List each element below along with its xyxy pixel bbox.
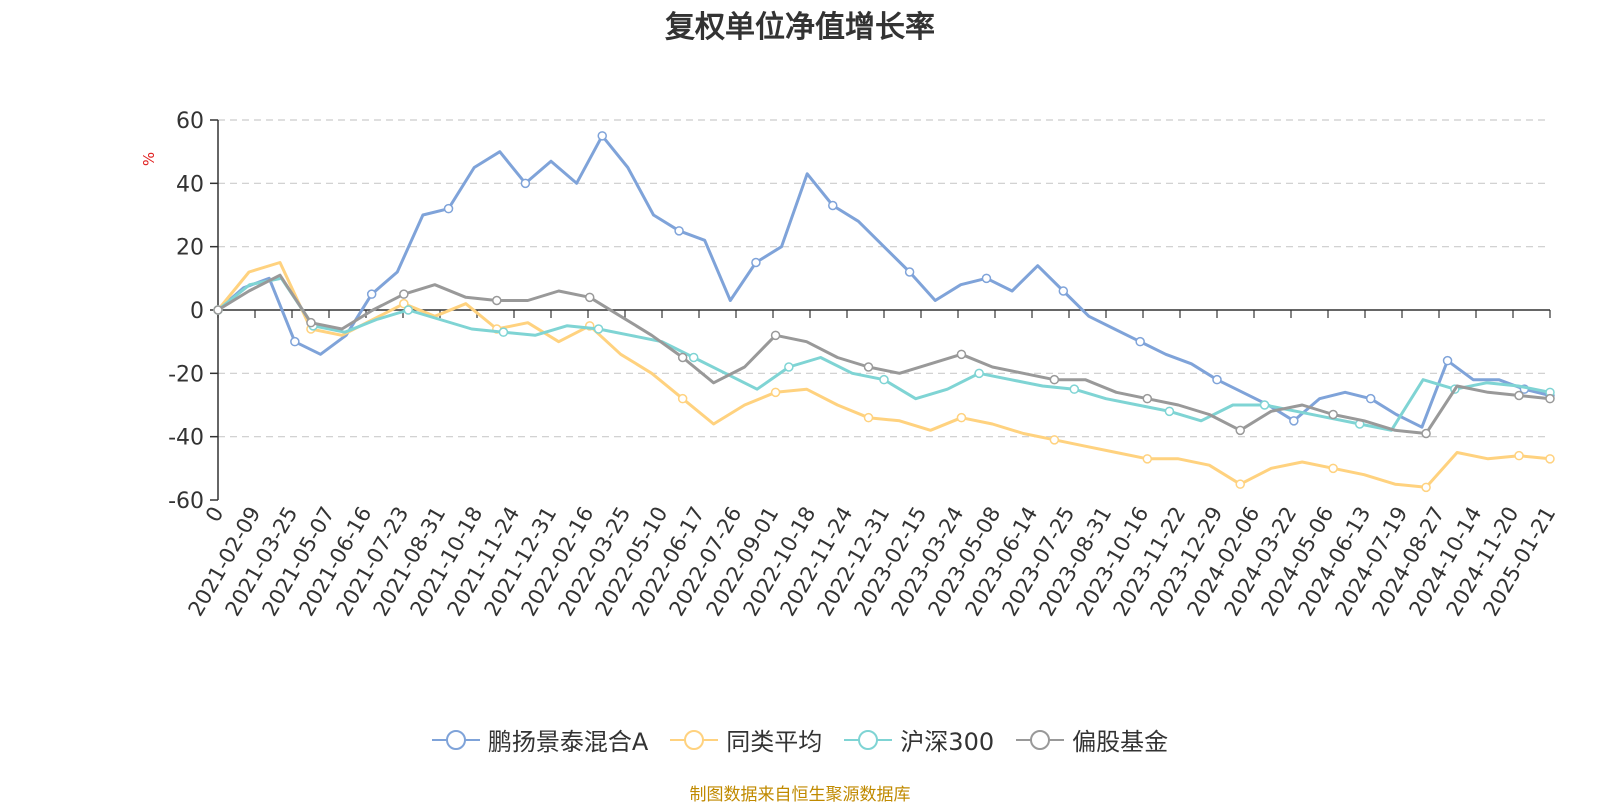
data-point [399, 298, 409, 309]
data-point [1235, 479, 1245, 489]
data-point [306, 317, 316, 328]
data-point [674, 226, 684, 236]
data-point [403, 305, 414, 315]
y-tick-label: -40 [168, 426, 204, 451]
data-point [443, 203, 454, 214]
data-point [981, 273, 992, 284]
data-point [399, 289, 409, 299]
legend: 鹏扬景泰混合A 同类平均 沪深300 偏股基金 [0, 722, 1600, 757]
data-point [1289, 416, 1299, 426]
data-point [1235, 425, 1245, 436]
data-point [1049, 374, 1060, 385]
data-point [879, 374, 889, 385]
data-point [770, 330, 781, 341]
data-point [520, 178, 531, 189]
legend-item-csi300[interactable]: 沪深300 [844, 722, 994, 757]
data-point [1212, 374, 1222, 385]
series-line-0 [217, 134, 1551, 429]
data-point [213, 305, 223, 315]
data-point [1259, 400, 1270, 410]
y-tick-label: 0 [190, 299, 204, 324]
data-point [1142, 393, 1153, 404]
data-point [863, 362, 874, 372]
y-tick-label: -20 [168, 362, 204, 387]
data-point [1058, 286, 1069, 296]
data-point [584, 292, 595, 303]
data-point [1545, 454, 1555, 464]
legend-label-csi300: 沪深300 [900, 728, 995, 756]
line-chart: 6040200-20-40-6002021-02-092021-03-25202… [168, 109, 1560, 620]
legend-label-equity-fund: 偏股基金 [1072, 728, 1169, 756]
legend-item-equity-fund[interactable]: 偏股基金 [1016, 722, 1168, 757]
series-line-2 [217, 276, 1551, 432]
data-point [677, 352, 688, 363]
data-point [1328, 409, 1338, 420]
legend-marker-peer-average [670, 729, 719, 750]
data-point [956, 349, 967, 360]
data-point [593, 324, 604, 334]
data-point [492, 295, 502, 306]
data-point [1069, 384, 1080, 394]
data-point [956, 412, 967, 423]
data-point [1421, 428, 1431, 439]
data-point [366, 289, 377, 299]
y-tick-label: 60 [176, 109, 204, 134]
series-line-3 [217, 273, 1551, 435]
data-point [498, 327, 509, 337]
legend-label-fund: 鹏扬景泰混合A [487, 728, 649, 756]
legend-marker-fund [431, 729, 480, 750]
data-point [1545, 393, 1555, 404]
data-point [1142, 454, 1153, 464]
data-point [974, 368, 984, 379]
data-point [1442, 355, 1453, 366]
legend-label-peer-average: 同类平均 [726, 728, 823, 756]
legend-marker-equity-fund [1016, 729, 1065, 750]
data-point [1049, 435, 1060, 445]
legend-marker-csi300 [844, 729, 893, 750]
legend-item-fund[interactable]: 鹏扬景泰混合A [431, 722, 649, 757]
data-point [1421, 482, 1431, 493]
data-point [1135, 336, 1145, 347]
data-point [677, 393, 688, 404]
data-source-note: 制图数据来自恒生聚源数据库 [689, 785, 911, 805]
y-tick-label: 20 [176, 236, 204, 261]
data-point [688, 352, 699, 363]
legend-item-peer-average[interactable]: 同类平均 [670, 722, 822, 757]
data-point [1164, 406, 1175, 417]
data-point [751, 257, 761, 268]
data-point [770, 387, 781, 398]
data-point [1514, 450, 1524, 461]
data-point [1514, 390, 1524, 401]
y-tick-label: 40 [176, 172, 204, 197]
y-tick-label: -60 [168, 489, 204, 514]
data-point [863, 412, 874, 423]
data-point [290, 336, 300, 347]
x-tick-label: 0 [201, 503, 228, 527]
chart-title: 复权单位净值增长率 [665, 10, 935, 45]
data-point [1365, 393, 1376, 404]
data-point [784, 362, 794, 372]
data-point [597, 131, 607, 141]
data-point [828, 200, 838, 211]
series-line-1 [216, 261, 1551, 489]
data-point [904, 267, 915, 277]
data-point [1328, 463, 1338, 474]
